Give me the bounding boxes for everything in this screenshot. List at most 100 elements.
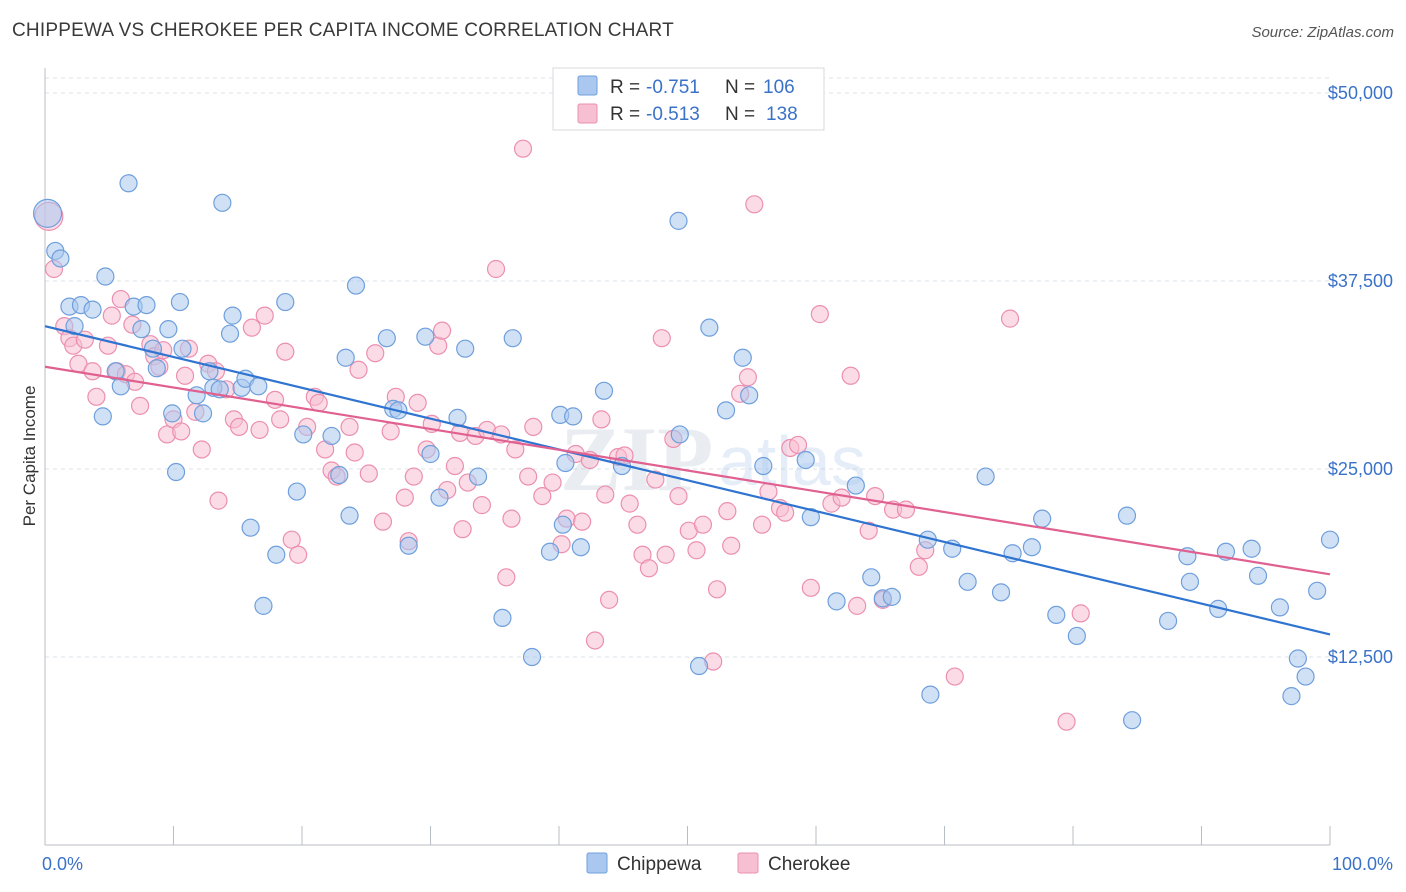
chippewa-point [740, 386, 759, 405]
cherokee-point [349, 360, 368, 379]
chippewa-point [249, 377, 268, 396]
grid-lines [45, 77, 1330, 658]
legend-n-label-2: N = [725, 104, 755, 125]
trendlines [44, 325, 1331, 636]
chippewa-point [65, 317, 84, 336]
chippewa-point [669, 211, 688, 230]
cherokee-point [130, 396, 150, 415]
cherokee-point [693, 515, 713, 534]
chippewa-point [564, 407, 583, 426]
cherokee-point [276, 342, 295, 361]
tick-labels: $12,500 $25,000 $37,500 $50,000 0.0% 100.0% [42, 83, 1393, 874]
cherokee-point [497, 568, 516, 587]
cherokee-point [408, 393, 427, 412]
chippewa-point [827, 592, 846, 611]
cherokee-point [172, 422, 191, 441]
cherokee-point [83, 362, 102, 381]
chippewa-point [147, 359, 166, 378]
chippewa-point [119, 174, 138, 193]
cherokee-point [289, 545, 308, 564]
cherokee-point [945, 667, 964, 686]
chippewa-point [173, 339, 192, 358]
cherokee-point [192, 440, 211, 459]
chippewa-point [1270, 598, 1289, 617]
cherokee-point [282, 530, 301, 549]
legend-n-value-2: 138 [766, 104, 798, 125]
cherokee-point [669, 486, 688, 506]
cherokee-point [848, 596, 867, 615]
cherokee-point [250, 420, 269, 440]
chippewa-point [111, 377, 130, 396]
cherokee-point [395, 488, 414, 507]
legend-n-label-1: N = [725, 77, 755, 98]
axes [44, 68, 1331, 846]
cherokee-point [472, 496, 491, 515]
y-tick-label-1: $25,000 [1328, 459, 1393, 479]
chippewa-point [882, 587, 901, 606]
chippewa-point [556, 453, 575, 473]
chippewa-point [193, 404, 213, 423]
cherokee-point [859, 521, 878, 540]
y-tick-label-3: $50,000 [1328, 83, 1393, 103]
chippewa-point [1180, 572, 1200, 591]
cherokee-point [585, 631, 605, 650]
chippewa-point [700, 318, 719, 337]
chippewa-point [846, 476, 865, 495]
legend-n-value-1: 106 [763, 77, 795, 98]
cherokee-point [373, 512, 393, 531]
cherokee-point [209, 491, 228, 510]
chippewa-point [421, 444, 440, 464]
bottom-legend-swatch-chippewa [586, 852, 608, 874]
legend-swatch-cherokee [577, 103, 598, 124]
chippewa-point [143, 339, 163, 358]
cherokee-point [271, 410, 290, 429]
cherokee-point [502, 509, 521, 528]
chippewa-point [93, 407, 112, 426]
cherokee-point [896, 500, 916, 519]
chippewa-point [1022, 538, 1041, 557]
cherokee-point [366, 344, 385, 363]
y-tick-label-2: $37,500 [1328, 271, 1393, 291]
cherokee-point [718, 502, 737, 521]
chippewa-point [958, 572, 977, 591]
chippewa-point [223, 306, 242, 325]
bottom-legend-swatch-cherokee [737, 852, 759, 874]
chippewa-point [991, 583, 1011, 602]
legend-r-value-2: -0.513 [646, 104, 700, 125]
cherokee-point [524, 417, 543, 437]
cherokee-point [345, 443, 364, 462]
cherokee-point [639, 559, 659, 578]
chippewa-point [540, 542, 560, 561]
legend-r-label-1: R = [610, 77, 640, 98]
chippewa-point [166, 462, 186, 482]
cherokee-point [533, 486, 552, 506]
chippewa-point [213, 193, 232, 212]
chippewa-point [862, 568, 881, 587]
bottom-legend: Chippewa Cherokee [586, 852, 850, 875]
chippewa-point [430, 488, 449, 507]
cherokee-point [810, 305, 829, 324]
cherokee-point [359, 464, 378, 483]
cherokee-point [628, 515, 647, 534]
chippewa-point [796, 450, 815, 470]
chippewa-point [921, 685, 940, 704]
bottom-legend-chippewa: Chippewa [617, 854, 702, 875]
cherokee-point [600, 590, 619, 609]
chippewa-point [32, 198, 63, 228]
cherokee-point [738, 368, 757, 387]
chippewa-point [399, 536, 418, 555]
cherokee-point [486, 259, 506, 279]
chippewa-point [493, 608, 512, 628]
cherokee-point [1000, 309, 1020, 328]
chippewa-point [1242, 539, 1261, 558]
cherokee-point [1057, 712, 1076, 731]
cherokee-point [381, 422, 400, 441]
cherokee-point [506, 440, 525, 459]
chippewa-point [294, 425, 313, 444]
cherokee-point [722, 536, 741, 555]
chippewa-point [51, 249, 70, 268]
chippewa-point [1248, 566, 1268, 585]
cherokee-point [309, 393, 328, 412]
cherokee-point [513, 139, 533, 158]
cherokee-point [175, 366, 195, 385]
